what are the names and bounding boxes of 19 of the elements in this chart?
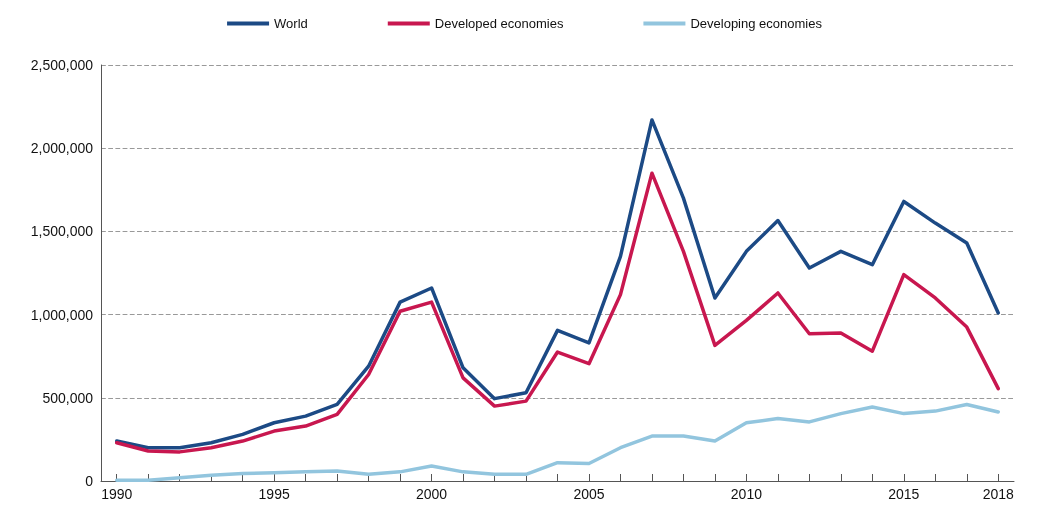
x-tick-label: 2018 bbox=[982, 486, 1015, 502]
line-series bbox=[114, 402, 1001, 482]
line-series bbox=[114, 118, 1001, 450]
y-tick-label: 0 bbox=[85, 473, 94, 489]
x-tick-label: 2010 bbox=[730, 486, 763, 502]
y-tick-label: 1,000,000 bbox=[30, 306, 94, 323]
legend-label: Developing economies bbox=[690, 16, 823, 31]
x-tick-label: 1995 bbox=[258, 486, 290, 502]
legend-label: World bbox=[274, 16, 308, 31]
y-tick-label: 500,000 bbox=[42, 389, 94, 406]
legend-label: Developed economies bbox=[434, 16, 564, 31]
x-tick-label: 2000 bbox=[415, 486, 448, 502]
x-tick-label: 2015 bbox=[888, 486, 920, 502]
line-series bbox=[114, 171, 1001, 454]
x-tick-label: 1990 bbox=[101, 486, 133, 502]
y-tick-label: 2,000,000 bbox=[30, 140, 94, 157]
x-tick-label: 2005 bbox=[573, 486, 605, 502]
y-tick-label: 1,500,000 bbox=[30, 223, 94, 240]
y-tick-label: 2,500,000 bbox=[30, 57, 94, 73]
